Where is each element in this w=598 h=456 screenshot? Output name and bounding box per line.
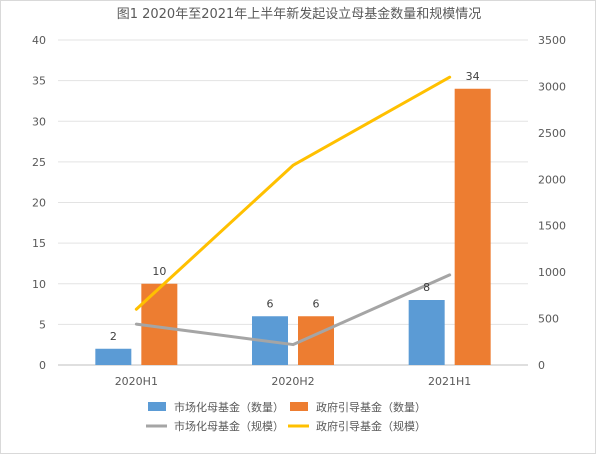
right-tick-label: 3000 <box>538 80 566 93</box>
chart-title: 图1 2020年至2021年上半年新发起设立母基金数量和规模情况 <box>117 6 482 22</box>
right-tick-label: 3500 <box>538 34 566 47</box>
left-tick-label: 30 <box>32 115 46 128</box>
x-axis-ticks: 2020H1 2020H2 2021H1 <box>115 375 472 388</box>
left-tick-label: 0 <box>39 359 46 372</box>
bar <box>454 88 491 365</box>
bar <box>95 348 132 365</box>
legend-label: 政府引导基金（数量） <box>316 400 426 414</box>
x-tick-label: 2020H2 <box>271 375 314 388</box>
legend-swatch <box>290 402 308 411</box>
x-tick-label: 2020H1 <box>115 375 158 388</box>
bar-value-label: 34 <box>466 70 480 83</box>
left-tick-label: 25 <box>32 156 46 169</box>
left-tick-label: 10 <box>32 278 46 291</box>
bar <box>408 300 445 365</box>
series-line <box>134 75 452 311</box>
bar-value-label: 8 <box>423 281 430 294</box>
bar-value-label: 10 <box>152 265 166 278</box>
right-tick-label: 2000 <box>538 173 566 186</box>
bar-value-label: 6 <box>267 297 274 310</box>
left-tick-label: 5 <box>39 318 46 331</box>
right-axis-ticks: 0 500 1000 1500 2000 2500 3000 3500 <box>538 34 566 372</box>
left-axis-ticks: 0 5 10 15 20 25 30 35 40 <box>32 34 46 372</box>
right-tick-label: 500 <box>538 313 559 326</box>
right-tick-label: 1500 <box>538 220 566 233</box>
data-labels: 2 6 8 10 6 34 <box>110 70 480 343</box>
left-tick-label: 35 <box>32 75 46 88</box>
bar-value-label: 2 <box>110 330 117 343</box>
gridlines <box>58 39 528 366</box>
left-tick-label: 20 <box>32 197 46 210</box>
legend-label: 市场化母基金（数量） <box>174 400 284 414</box>
series-line <box>134 273 452 347</box>
left-tick-label: 15 <box>32 237 46 250</box>
bar-value-label: 6 <box>313 297 320 310</box>
legend-swatch <box>148 402 166 411</box>
line-series <box>134 75 452 347</box>
right-tick-label: 1000 <box>538 266 566 279</box>
right-tick-label: 2500 <box>538 127 566 140</box>
legend-label: 政府引导基金（规模） <box>316 419 426 433</box>
legend-label: 市场化母基金（规模） <box>174 419 284 433</box>
left-tick-label: 40 <box>32 34 46 47</box>
legend: 市场化母基金（数量） 政府引导基金（数量） 市场化母基金（规模） 政府引导基金（规模） <box>146 400 426 433</box>
x-tick-label: 2021H1 <box>428 375 471 388</box>
right-tick-label: 0 <box>538 359 545 372</box>
bar-series <box>95 88 491 365</box>
